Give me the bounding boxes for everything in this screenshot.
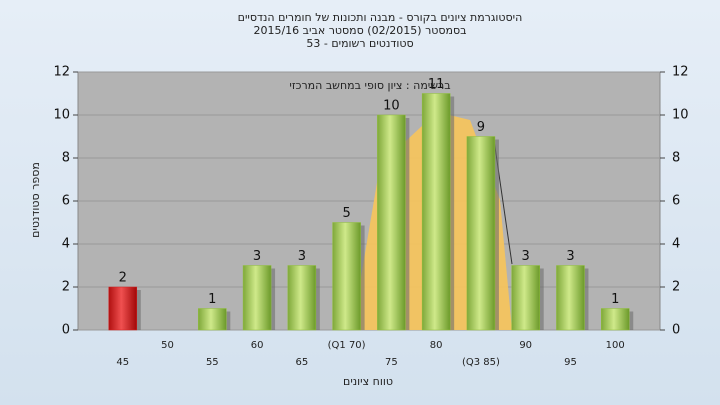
y-tick-label: 8 <box>62 151 70 166</box>
data-label: 3 <box>253 249 261 264</box>
x-tick-label: 55 <box>206 357 219 368</box>
x-tick-label: 100 <box>606 340 625 351</box>
bar <box>600 308 630 331</box>
bar <box>198 308 227 331</box>
x-tick-label: (Q1 70) <box>328 340 366 351</box>
y-tick-label: 10 <box>53 108 70 123</box>
y-tick-label: 12 <box>53 65 70 80</box>
bar <box>556 265 585 331</box>
data-label: 2 <box>119 271 127 286</box>
y2-tick-label: 8 <box>672 151 680 166</box>
annotation: ברשימה : ציון סופי במחשב המרכזי <box>289 79 450 92</box>
data-label: 3 <box>298 249 306 264</box>
bar <box>242 265 272 331</box>
y2-tick-label: 2 <box>672 280 680 295</box>
x-tick-label: 95 <box>564 357 577 368</box>
y-tick-label: 2 <box>62 280 70 295</box>
chart-subtitle: בסמסטר (02/2015) סמסטר אביב 2015/16 <box>253 24 466 37</box>
bar <box>421 93 451 331</box>
bar <box>287 265 317 331</box>
y-tick-label: 6 <box>62 194 70 209</box>
x-axis-label: טווח ציונים <box>343 375 393 388</box>
y2-tick-label: 10 <box>672 108 689 123</box>
x-tick-label: 45 <box>116 357 129 368</box>
y-axis-label: מספר סטודנטים <box>29 162 42 238</box>
data-label: 9 <box>477 120 485 135</box>
x-tick-label: (Q3 85) <box>462 357 500 368</box>
x-tick-label: 75 <box>385 357 398 368</box>
data-label: 5 <box>342 206 350 221</box>
y-tick-label: 4 <box>62 237 70 252</box>
bar <box>108 286 138 331</box>
chart-subtitle-2: סטודנטים רשומים - 53 <box>306 37 413 50</box>
y2-tick-label: 4 <box>672 237 680 252</box>
chart-title: היסטוגרמת ציונים בקורס - מבנה ותכונות של… <box>238 11 523 24</box>
bars: 2 1 3 3 5 10 11 9 3 3 1 <box>108 77 634 331</box>
y2-tick-label: 6 <box>672 194 680 209</box>
y2-tick-label: 12 <box>672 65 689 80</box>
data-label: 10 <box>383 99 400 114</box>
x-tick-label: 60 <box>251 340 264 351</box>
bar <box>466 136 496 331</box>
data-label: 11 <box>428 77 445 92</box>
x-tick-label: 65 <box>295 357 308 368</box>
y-tick-label: 0 <box>62 323 70 338</box>
x-tick-label: 80 <box>430 340 443 351</box>
data-label: 1 <box>208 292 216 307</box>
data-label: 1 <box>611 292 619 307</box>
data-label: 3 <box>566 249 574 264</box>
x-tick-label: 90 <box>519 340 532 351</box>
bar <box>332 222 361 331</box>
x-tick-label: 50 <box>161 340 174 351</box>
y2-tick-label: 0 <box>672 323 680 338</box>
bar <box>377 114 406 331</box>
data-label: 3 <box>522 249 530 264</box>
bar <box>511 265 540 331</box>
